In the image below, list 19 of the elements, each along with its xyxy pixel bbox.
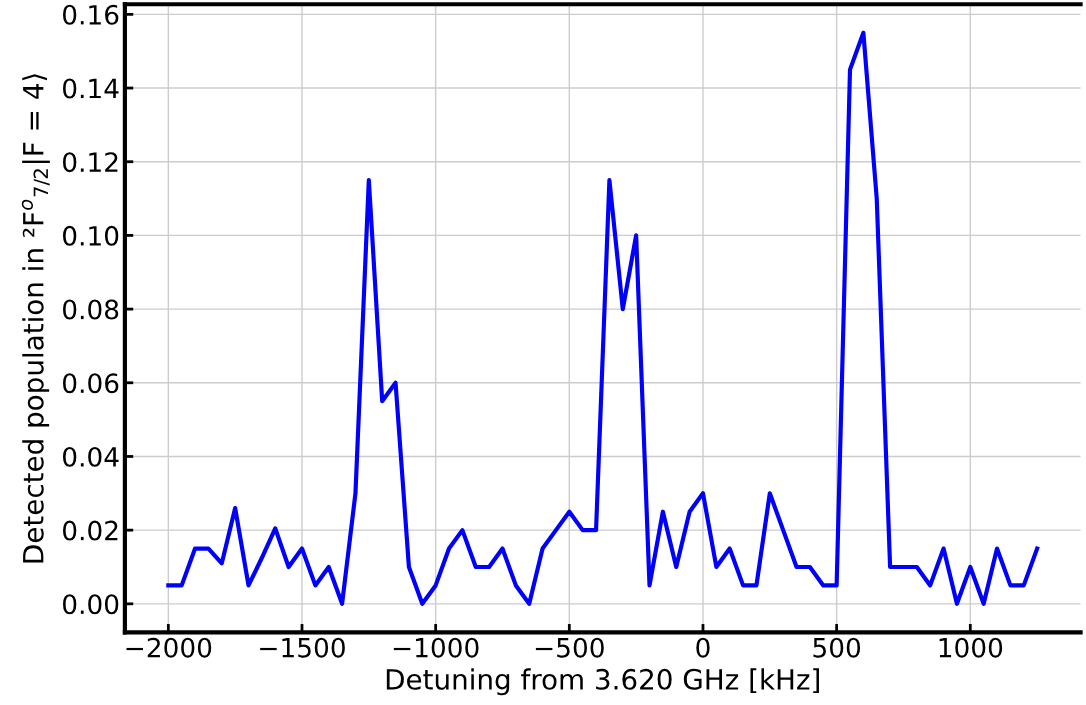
x-tick-label: −500 bbox=[535, 637, 604, 658]
y-tick-label: 0.06 bbox=[63, 373, 119, 394]
y-tick-label: 0.14 bbox=[63, 78, 119, 99]
y-tick-label: 0.04 bbox=[63, 446, 119, 467]
x-tick-label: 1000 bbox=[939, 637, 1003, 658]
y-tick-label: 0.10 bbox=[63, 225, 119, 246]
y-tick-label: 0.08 bbox=[63, 299, 119, 320]
y-tick-label: 0.00 bbox=[63, 594, 119, 615]
y-tick-label: 0.16 bbox=[63, 4, 119, 25]
x-tick-label: −1000 bbox=[393, 637, 479, 658]
y-tick-label: 0.02 bbox=[63, 520, 118, 541]
x-tick-label: 0 bbox=[696, 637, 710, 658]
line-series bbox=[166, 30, 1040, 606]
y-axis-title: Detected population in ²F$^{o}$$_{7/2}$|F = 4⟩ bbox=[21, 74, 50, 563]
x-tick-label: 500 bbox=[813, 637, 861, 658]
x-tick-label: −1500 bbox=[260, 637, 345, 658]
y-tick-label: 0.12 bbox=[63, 152, 118, 173]
x-axis-title: Detuning from 3.620 GHz [kHz] bbox=[386, 668, 819, 696]
x-tick-label: −2000 bbox=[126, 637, 212, 658]
